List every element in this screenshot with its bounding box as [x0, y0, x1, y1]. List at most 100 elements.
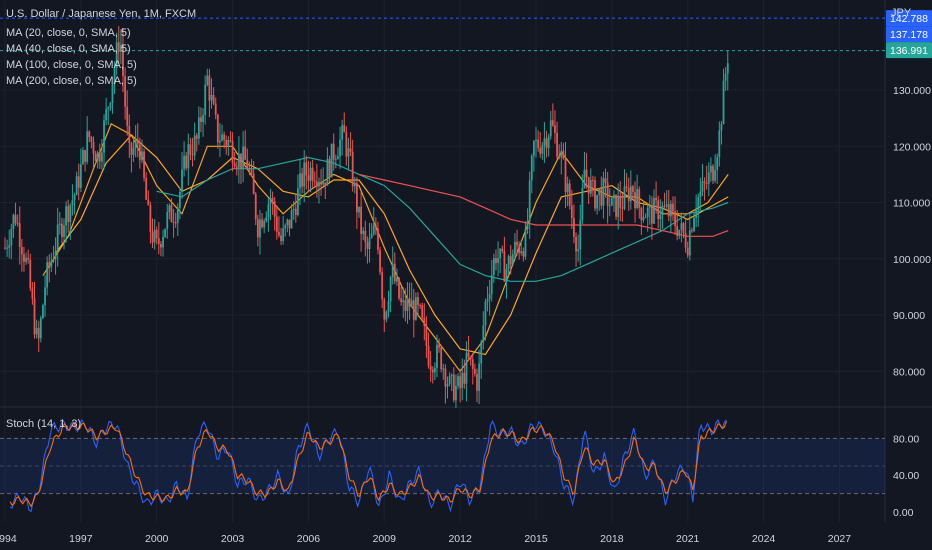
- candle-body: [606, 182, 609, 206]
- candle-body: [267, 204, 270, 218]
- candle-body: [301, 173, 304, 187]
- candle-body: [619, 197, 622, 208]
- candle-body: [594, 180, 596, 209]
- candle-body: [587, 176, 590, 194]
- candle-body: [320, 181, 322, 185]
- candle-body: [246, 159, 249, 169]
- candle-body: [318, 181, 320, 187]
- candle-body: [726, 63, 729, 74]
- candle-body: [42, 305, 44, 319]
- candle-body: [254, 194, 257, 220]
- time-tick-label: 2006: [297, 533, 321, 545]
- price-tag-label: 137.178: [890, 29, 928, 41]
- candle-body: [640, 207, 643, 221]
- candle-body: [103, 120, 105, 153]
- candle-body: [4, 247, 6, 249]
- candle-body: [688, 230, 691, 256]
- candle-body: [303, 162, 306, 187]
- candle-body: [532, 141, 535, 156]
- candle-body: [88, 131, 91, 138]
- candle-body: [202, 115, 204, 123]
- candle-body: [44, 287, 46, 306]
- price-tags: 142.788 137.178 136.991: [0, 10, 932, 59]
- price-tag-box: [886, 42, 932, 59]
- candle-body: [613, 194, 615, 199]
- candle-body: [330, 143, 333, 178]
- candle-body: [682, 223, 685, 234]
- candle-body: [480, 342, 483, 364]
- candle-body: [404, 300, 407, 311]
- candle-body: [73, 194, 76, 200]
- candle-body: [347, 148, 350, 157]
- candle-body: [168, 205, 171, 213]
- candle-body: [284, 225, 287, 229]
- candle-body: [400, 298, 403, 303]
- candle-body: [697, 197, 700, 210]
- candle-body: [659, 215, 662, 220]
- candle-body: [414, 297, 417, 320]
- candle-body: [476, 373, 478, 391]
- candle-body: [309, 167, 312, 181]
- candle-body: [511, 254, 514, 265]
- candle-body: [269, 197, 272, 205]
- candle-body: [495, 258, 497, 264]
- candle-body: [322, 182, 325, 185]
- candle-body: [372, 225, 375, 234]
- candle-body: [18, 223, 21, 248]
- price-tag: 136.991: [886, 42, 932, 59]
- candle-body: [119, 45, 122, 52]
- candle-body: [598, 188, 601, 195]
- candle-body: [455, 385, 457, 401]
- candle-body: [560, 150, 563, 158]
- price-tag-label: 136.991: [890, 45, 928, 57]
- candle-body: [530, 155, 533, 181]
- candle-body: [275, 216, 278, 232]
- candle-body: [583, 169, 586, 189]
- candle-body: [311, 167, 314, 181]
- candle-body: [105, 109, 108, 121]
- candle-body: [206, 75, 209, 85]
- candle-body: [621, 207, 624, 209]
- candle-body: [691, 230, 693, 232]
- candle-body: [695, 209, 698, 218]
- candle-body: [522, 251, 525, 257]
- candle-body: [444, 368, 447, 387]
- candle-body: [307, 175, 310, 181]
- candle-body: [417, 297, 419, 306]
- candle-body: [374, 225, 377, 229]
- candle-body: [473, 369, 476, 374]
- time-tick-label: 2012: [448, 533, 472, 545]
- candle-body: [334, 159, 337, 161]
- candle-body: [554, 125, 556, 133]
- candle-body: [617, 197, 620, 217]
- candle-body: [461, 372, 464, 388]
- candle-body: [436, 344, 438, 368]
- candle-body: [389, 277, 392, 302]
- candle-body: [570, 205, 573, 219]
- price-tick-label: 110.000: [893, 198, 930, 210]
- candle-body: [155, 229, 158, 239]
- candle-body: [558, 156, 561, 158]
- candle-body: [478, 363, 481, 391]
- candle-body: [699, 191, 702, 198]
- candle-body: [636, 189, 639, 209]
- candle-body: [362, 230, 365, 234]
- candle-body: [225, 139, 228, 146]
- candle-body: [35, 328, 38, 335]
- stoch-band: [0, 438, 885, 494]
- candle-body: [377, 228, 379, 250]
- candle-body: [724, 73, 727, 81]
- candle-body: [50, 260, 53, 268]
- candle-body: [178, 191, 181, 208]
- candle-body: [101, 152, 103, 162]
- candle-body: [575, 237, 577, 252]
- candle-body: [408, 298, 411, 307]
- candle-body: [393, 263, 396, 282]
- candle-body: [98, 152, 101, 162]
- candle-body: [193, 135, 196, 156]
- candle-body: [562, 150, 565, 159]
- candle-body: [219, 140, 221, 143]
- candle-body: [716, 157, 719, 171]
- candle-body: [657, 200, 660, 220]
